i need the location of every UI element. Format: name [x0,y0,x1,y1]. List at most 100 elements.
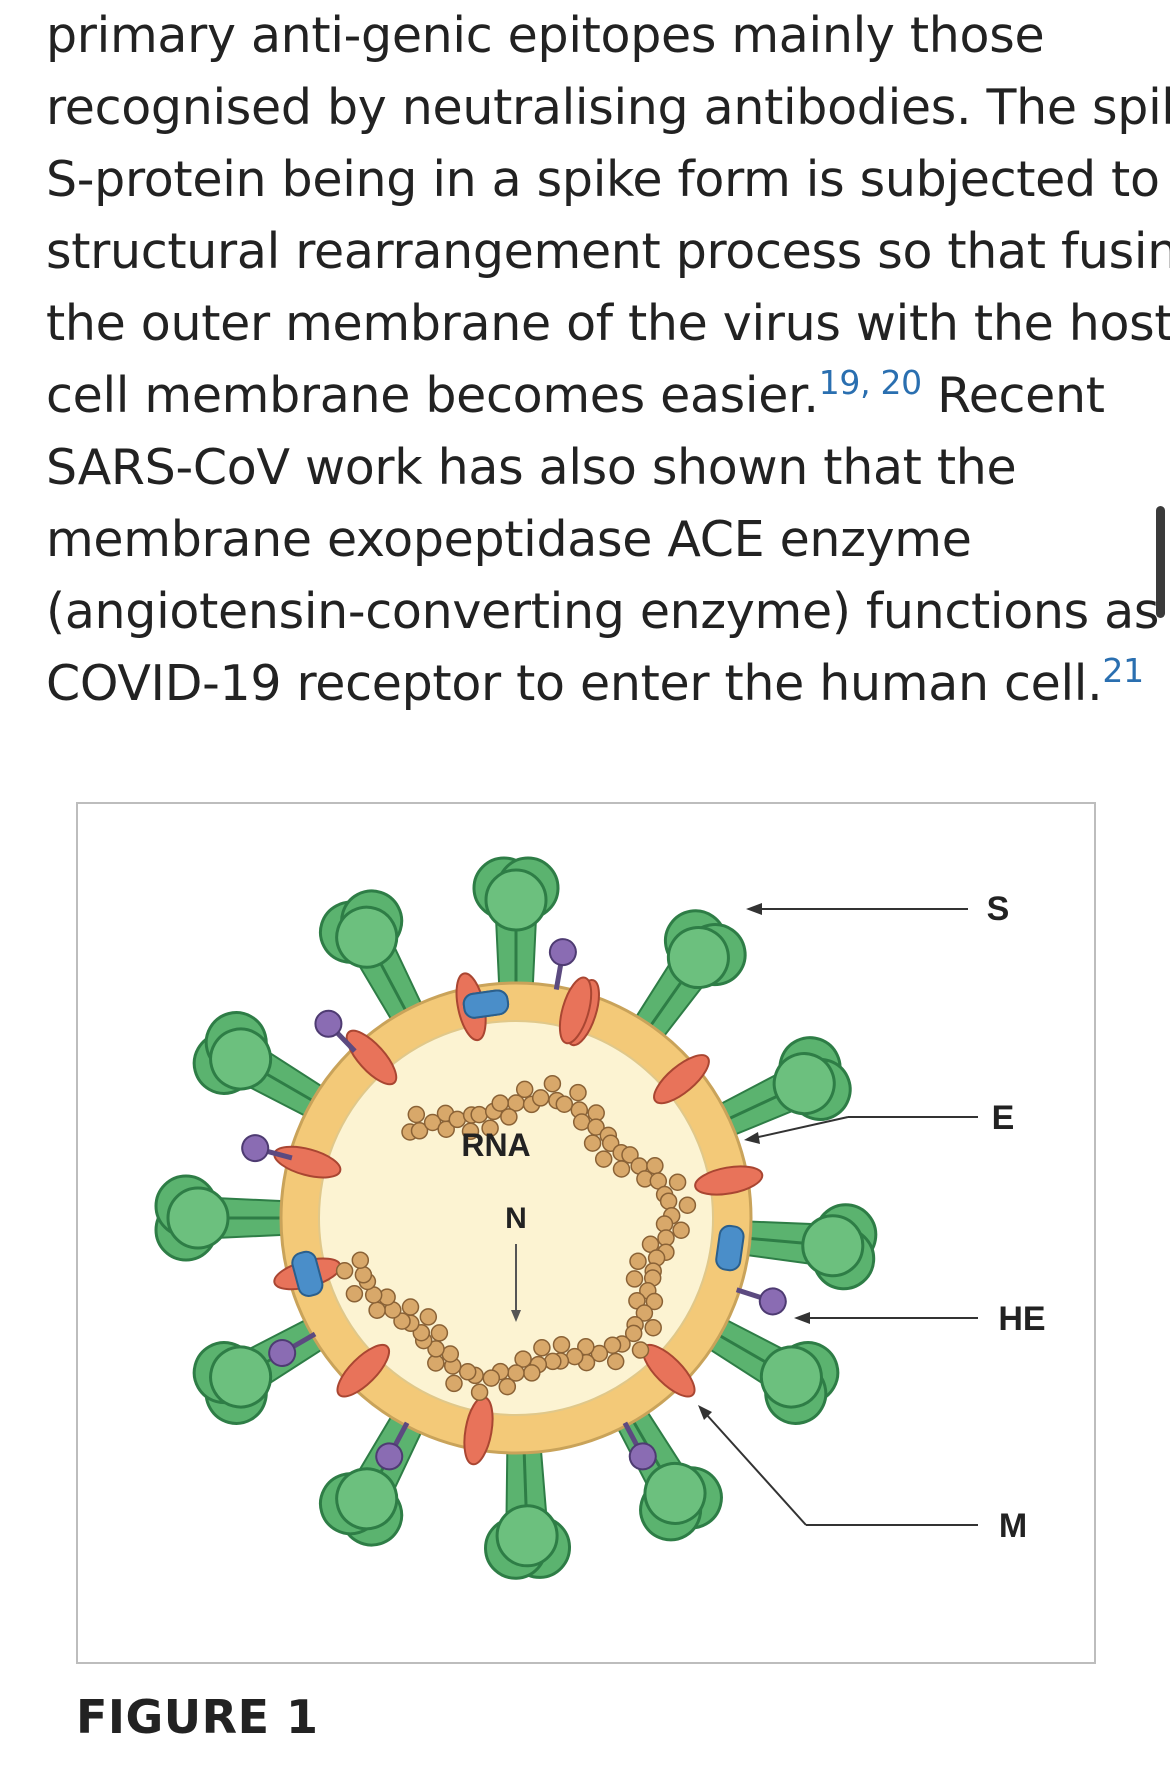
scrollbar-thumb[interactable] [1156,506,1165,618]
rna-bead [515,1080,534,1099]
text-line: S-protein being in a spike form is subje… [46,151,1170,208]
m-protein [345,1029,398,1086]
membrane-proteins [241,938,787,1471]
pointer-arrow-s [746,903,762,915]
he-head [241,1134,270,1163]
m-protein [694,1165,764,1196]
label-rna: RNA [461,1127,530,1163]
rna-bead [401,1298,420,1316]
e-protein [715,1224,745,1272]
spike-head [209,1345,273,1409]
spike-head [801,1214,865,1278]
he-protein [314,1009,357,1053]
rna-bead [354,1266,373,1284]
rna-bead [523,1364,541,1382]
he-head [548,938,577,967]
figure-image[interactable]: S E HE M RNA N [76,802,1096,1664]
pointer-line-e-diag [753,1116,849,1139]
spike-head [772,1052,836,1116]
rna-bead [672,1221,690,1239]
text-segment: Recent [921,367,1105,424]
text-line: COVID-19 receptor to enter the human cel… [46,648,1144,720]
rna-bead [603,1336,622,1354]
rna-bead [458,1363,477,1381]
e-protein-shape [291,1250,324,1298]
rna-bead [470,1105,488,1124]
spike-head [759,1345,823,1409]
rna-bead [533,1339,551,1357]
text-segment: cell membrane becomes easier. [46,367,819,424]
rna-bead [635,1304,654,1322]
rna-nucleocapsid [335,1074,697,1402]
pointer-arrow-e [744,1132,760,1144]
figure-labels: S E HE M RNA N [461,890,1045,1545]
he-head [758,1287,787,1316]
rna-bead [625,1270,644,1288]
e-protein [462,989,510,1019]
text-line: cell membrane becomes easier.19, 20 Rece… [46,360,1136,432]
he-head [628,1442,657,1471]
rna-bead [629,1252,647,1271]
rna-bead [445,1374,463,1393]
rna-bead [514,1350,532,1368]
citation-link-19-20[interactable]: 19, 20 [818,363,922,402]
label-pointers [511,903,978,1526]
figure-caption: FIGURE 1 [76,1690,319,1744]
text-line: the outer membrane of the virus with the… [46,295,1170,352]
rna-bead [659,1192,678,1210]
m-protein [653,1054,710,1105]
he-protein [735,1287,787,1316]
m-protein [336,1343,391,1398]
pointer-arrow-he [794,1312,810,1324]
rna-bead [594,1150,613,1168]
he-protein [548,938,577,990]
spike-protein [318,889,431,1038]
spike-head [495,1504,559,1568]
label-he: HE [998,1300,1045,1338]
rna-bead [419,1308,438,1326]
m-protein-shape [694,1165,764,1196]
he-protein [375,1421,410,1471]
rna-bead [543,1074,562,1093]
rna-bead [569,1083,587,1102]
text-line: SARS-CoV work has also shown that the [46,439,1017,496]
text-line: (angiotensin-converting enzyme) function… [46,583,1170,640]
m-protein-shape [558,976,593,1045]
label-e: E [992,1099,1015,1137]
e-protein-shape [715,1224,745,1272]
he-protein [241,1134,293,1163]
he-head [268,1339,297,1367]
spike-protein [727,1203,878,1291]
m-protein-shape [653,1054,710,1105]
spike-head [643,1461,707,1525]
citation-link-21[interactable]: 21 [1102,651,1144,690]
rna-bead [407,1105,426,1124]
rna-bead [565,1347,584,1366]
coronavirus-diagram: S E HE M RNA N [154,856,1046,1580]
rna-bead [555,1095,574,1113]
spike-proteins [154,856,878,1580]
rna-bead [621,1146,639,1164]
text-line: primary anti-genic epitopes mainly those [46,7,1045,64]
he-protein [622,1421,657,1471]
spike-protein [472,856,560,1004]
spike-head [335,1467,399,1531]
rna-bead [552,1335,571,1354]
rna-bead [678,1196,697,1214]
rna-bead [410,1122,429,1140]
label-s: S [987,890,1010,928]
spike-head [484,868,548,932]
spike-head [666,926,730,990]
rna-bead [393,1312,411,1330]
rna-bead [583,1134,602,1152]
rna-bead [345,1285,364,1303]
spike-protein [154,1174,302,1262]
rna-bead [612,1160,631,1178]
rna-bead [482,1369,501,1387]
rna-bead [498,1377,517,1396]
pointer-arrow-n [511,1310,521,1322]
spike-head [209,1027,273,1091]
m-protein-shape [345,1029,398,1086]
article-body: primary anti-genic epitopes mainly those… [46,0,1170,720]
m-protein-shape [336,1343,391,1398]
